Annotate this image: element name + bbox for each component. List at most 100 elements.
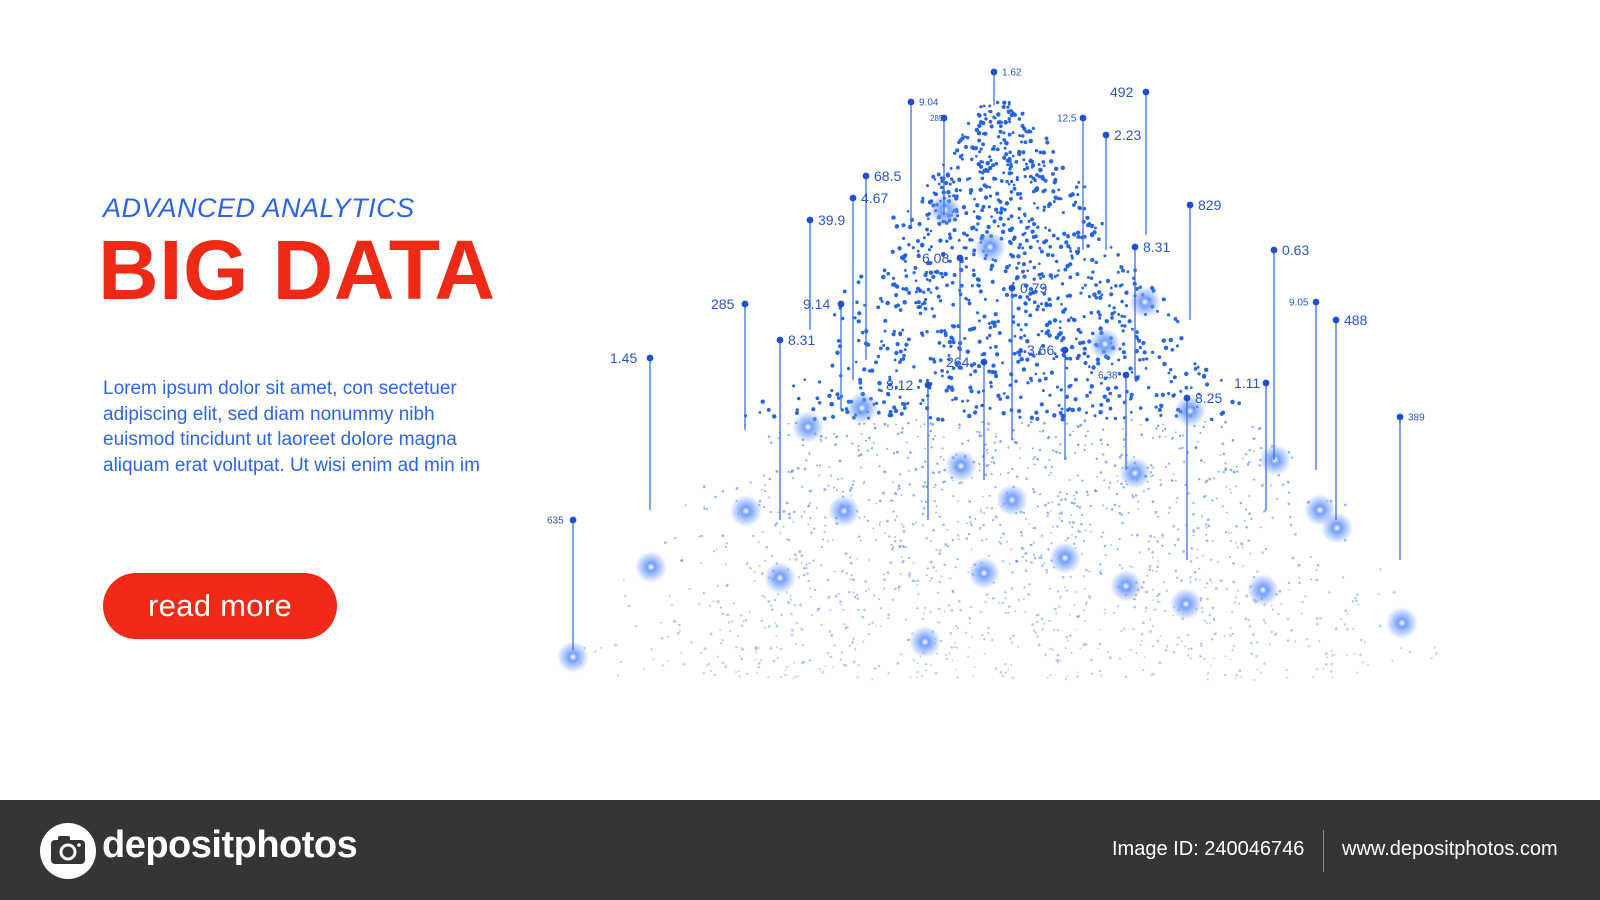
- particle: [1094, 296, 1099, 300]
- particle: [1152, 672, 1155, 676]
- particle: [1297, 564, 1300, 567]
- particle: [1391, 659, 1394, 662]
- particle: [1083, 448, 1086, 452]
- particle: [1392, 590, 1396, 594]
- particle: [1229, 488, 1232, 491]
- particle: [1077, 180, 1081, 184]
- particle: [943, 610, 946, 613]
- particle: [1034, 186, 1040, 191]
- particle: [760, 399, 765, 404]
- particle: [1117, 320, 1122, 324]
- particle: [1073, 377, 1078, 382]
- particle: [785, 501, 789, 505]
- particle: [934, 672, 938, 675]
- particle: [1161, 536, 1164, 539]
- particle: [1075, 490, 1079, 494]
- particle: [817, 380, 822, 384]
- particle: [1099, 471, 1103, 474]
- particle: [1064, 647, 1067, 650]
- particle: [705, 664, 708, 667]
- particle: [801, 644, 804, 647]
- particle: [758, 540, 760, 543]
- particle: [1033, 463, 1036, 466]
- particle: [899, 652, 903, 656]
- particle: [1017, 117, 1022, 121]
- particle: [898, 349, 903, 354]
- particle: [1319, 617, 1322, 620]
- particle: [1231, 438, 1235, 442]
- particle: [848, 556, 852, 559]
- particle: [1047, 228, 1052, 232]
- particle: [1171, 437, 1174, 440]
- particle: [776, 657, 779, 660]
- particle: [929, 229, 933, 233]
- particle: [1287, 502, 1291, 506]
- particle: [915, 468, 918, 471]
- particle: [1315, 569, 1318, 572]
- particle: [894, 491, 897, 494]
- particle: [1198, 654, 1202, 658]
- particle: [1023, 140, 1028, 145]
- particle: [1192, 530, 1196, 533]
- particle: [1089, 384, 1095, 389]
- particle: [924, 606, 927, 609]
- data-pin: 0.79: [1008, 280, 1047, 440]
- particle: [1055, 612, 1058, 615]
- particle: [1150, 674, 1153, 677]
- particle: [1150, 463, 1153, 467]
- particle: [699, 562, 702, 565]
- particle: [954, 668, 957, 671]
- particle: [836, 396, 841, 400]
- particle: [1250, 517, 1253, 521]
- particle: [845, 625, 849, 629]
- pin-label: 6.08: [922, 250, 949, 266]
- particle: [1145, 417, 1149, 421]
- particle: [1131, 566, 1134, 569]
- particle: [1151, 556, 1154, 559]
- particle: [1014, 379, 1018, 384]
- particle: [931, 471, 935, 475]
- particle: [964, 211, 969, 216]
- particle: [1433, 646, 1436, 649]
- particle: [835, 488, 838, 492]
- particle: [969, 373, 973, 377]
- particle: [1079, 423, 1083, 427]
- particle: [1138, 346, 1142, 350]
- particle: [1090, 443, 1093, 446]
- particle: [757, 666, 761, 669]
- data-pin: 635: [547, 516, 577, 650]
- particle: [1110, 544, 1113, 546]
- particle: [1084, 642, 1088, 646]
- particle: [920, 199, 925, 204]
- read-more-button[interactable]: read more: [103, 573, 337, 639]
- particle: [1168, 367, 1173, 372]
- particle: [899, 573, 902, 575]
- particle: [998, 129, 1003, 134]
- particle: [867, 369, 871, 373]
- particle: [864, 580, 868, 583]
- particle: [1060, 519, 1064, 523]
- particle: [876, 354, 881, 359]
- particle: [1031, 189, 1036, 194]
- particle: [967, 413, 972, 419]
- particle: [1211, 499, 1214, 502]
- particle: [1164, 648, 1168, 652]
- particle: [1097, 290, 1102, 295]
- particle: [800, 554, 804, 558]
- particle: [957, 520, 959, 523]
- particle: [915, 419, 918, 421]
- particle: [1196, 548, 1199, 551]
- particle: [1154, 393, 1159, 398]
- particle: [981, 633, 984, 637]
- particle: [944, 543, 948, 546]
- particle: [1023, 350, 1027, 354]
- particle: [1000, 536, 1003, 539]
- website-link[interactable]: www.depositphotos.com: [1342, 838, 1558, 860]
- particle: [913, 265, 918, 270]
- particle: [1030, 560, 1033, 564]
- particle: [1081, 340, 1086, 345]
- pin-dot: [1332, 316, 1340, 324]
- particle: [1002, 392, 1006, 395]
- particle: [1024, 322, 1028, 327]
- particle: [1152, 466, 1155, 469]
